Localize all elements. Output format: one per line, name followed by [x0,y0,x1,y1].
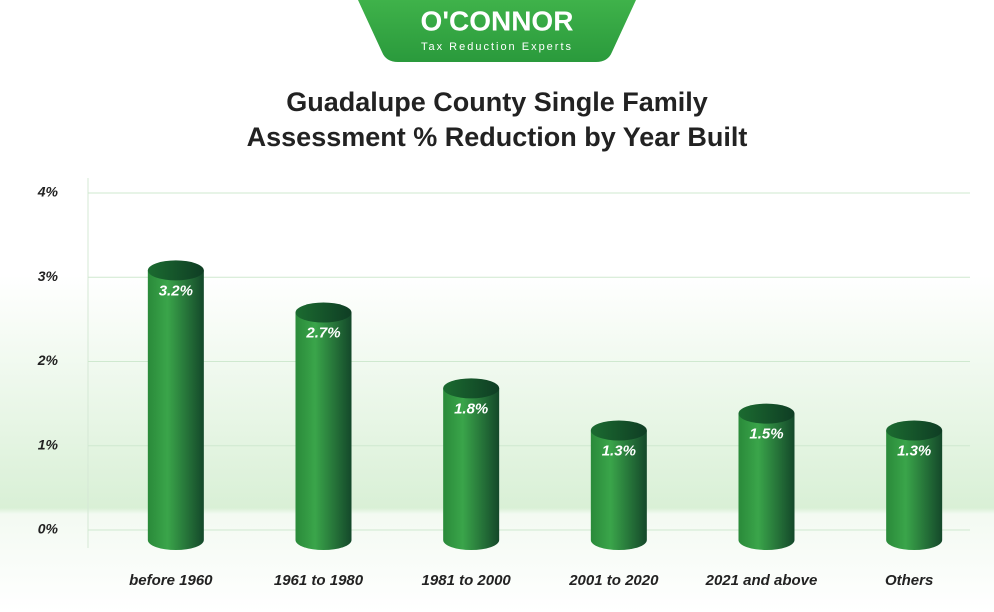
cylinder-body [147,270,204,550]
value-label: 1.3% [602,442,636,459]
x-tick-label: 1981 to 2000 [422,572,512,589]
value-label: 1.3% [897,442,931,459]
cylinder-body [295,312,352,550]
y-tick-label: 3% [38,268,59,284]
cylinder-body [590,430,647,550]
chart-title: Assessment % Reduction by Year Built [247,122,748,152]
cylinder-body [443,388,500,550]
cylinder-top [147,260,204,281]
y-tick-label: 0% [38,521,59,537]
brand-tagline: Tax Reduction Experts [421,41,573,53]
value-label: 1.8% [454,400,488,417]
chart-title: Guadalupe County Single Family [286,87,708,117]
x-tick-label: Others [885,572,933,589]
x-tick-label: 2021 and above [705,572,818,589]
cylinder-top [738,403,795,424]
x-tick-label: 1961 to 1980 [274,572,364,589]
cylinder-body [886,430,943,550]
value-label: 1.5% [749,426,783,443]
y-tick-label: 2% [37,352,59,368]
x-tick-label: 2001 to 2020 [568,572,659,589]
value-label: 3.2% [159,282,193,299]
cylinder-top [295,302,352,323]
y-tick-label: 4% [37,184,59,200]
cylinder-top [886,420,943,441]
y-tick-label: 1% [38,436,59,452]
logo-badge [358,0,636,62]
cylinder-top [443,378,500,399]
x-tick-label: before 1960 [129,572,213,589]
brand-name: O'CONNOR [421,5,574,36]
cylinder-top [590,420,647,441]
cylinder-body [738,413,795,550]
value-label: 2.7% [305,324,340,341]
